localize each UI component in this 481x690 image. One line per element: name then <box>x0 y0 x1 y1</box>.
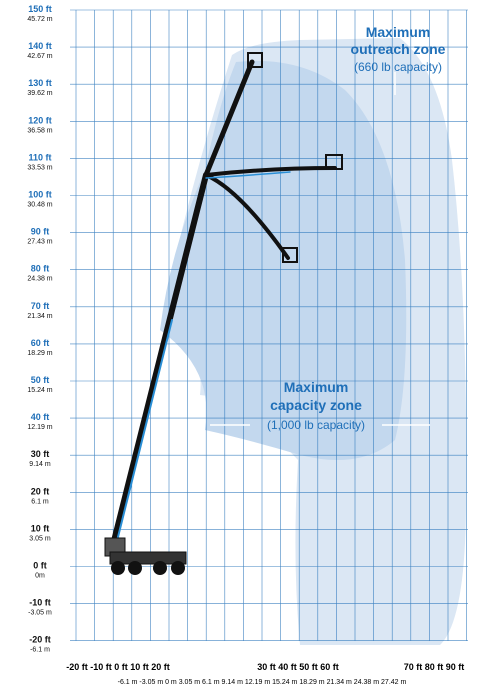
y-label-ft: 30 ft <box>31 449 50 459</box>
y-label-ft: 90 ft <box>31 227 50 237</box>
y-label-m: 3.05 m <box>29 535 51 542</box>
y-label-m: 27.43 m <box>27 239 52 246</box>
y-label-ft: 50 ft <box>31 375 50 385</box>
y-label-m: 39.62 m <box>27 90 52 97</box>
y-label-m: 24.38 m <box>27 276 52 283</box>
zone-capacity: (1,000 lb capacity) <box>267 418 365 432</box>
y-label-m: 0m <box>35 573 45 580</box>
y-label-ft: 20 ft <box>31 486 50 496</box>
y-label-ft: 10 ft <box>31 523 50 533</box>
y-label-ft: 0 ft <box>33 561 47 571</box>
y-label-ft: 110 ft <box>28 152 51 162</box>
x-label-ft: -20 ft -10 ft 0 ft 10 ft 20 ft <box>66 662 170 672</box>
y-label-m: 9.14 m <box>29 461 51 468</box>
y-label-ft: 150 ft <box>28 4 52 14</box>
y-label-m: 45.72 m <box>27 16 52 23</box>
x-label-ft: 30 ft 40 ft 50 ft 60 ft <box>257 662 339 672</box>
zone-title: outreach zone <box>351 41 446 57</box>
y-label-m: -3.05 m <box>28 610 52 617</box>
y-label-ft: 60 ft <box>31 338 50 348</box>
y-label-m: 36.58 m <box>27 127 52 134</box>
boom-lift <box>104 52 343 575</box>
y-label-m: -6.1 m <box>30 647 50 654</box>
y-label-m: 30.48 m <box>27 202 52 209</box>
zone-title: Maximum <box>366 24 431 40</box>
y-label-m: 33.53 m <box>27 164 52 171</box>
y-label-m: 42.67 m <box>27 53 52 60</box>
x-label-ft: 70 ft 80 ft 90 ft <box>404 662 465 672</box>
y-label-ft: 80 ft <box>31 264 50 274</box>
y-label-m: 15.24 m <box>27 387 52 394</box>
y-label-ft: 140 ft <box>28 41 52 51</box>
y-label-ft: 40 ft <box>31 412 50 422</box>
y-label-ft: 120 ft <box>28 115 52 125</box>
zone-title: Maximum <box>284 379 349 395</box>
y-label-ft: 100 ft <box>28 190 52 200</box>
zone-capacity: (660 lb capacity) <box>354 60 442 74</box>
y-label-m: 6.1 m <box>31 498 49 505</box>
y-label-ft: 130 ft <box>28 78 52 88</box>
y-label-ft: -20 ft <box>29 635 51 645</box>
y-label-ft: -10 ft <box>29 598 51 608</box>
y-label-ft: 70 ft <box>31 301 50 311</box>
y-label-m: 21.34 m <box>27 313 52 320</box>
x-label-m: -6.1 m -3.05 m 0 m 3.05 m 6.1 m 9.14 m 1… <box>118 679 407 686</box>
y-label-m: 12.19 m <box>27 424 52 431</box>
y-label-m: 18.29 m <box>27 350 52 357</box>
zone-title: capacity zone <box>270 397 362 413</box>
